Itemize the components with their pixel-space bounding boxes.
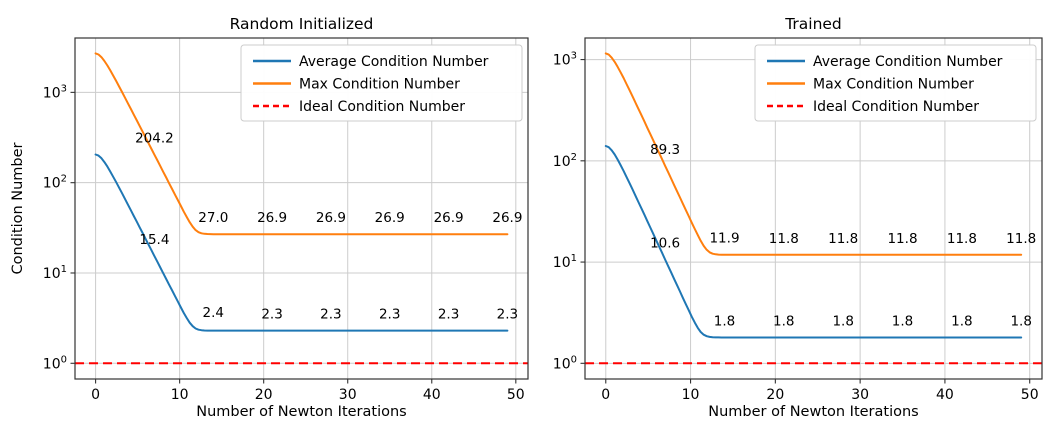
annotations: 204.2 27.0 26.9 26.9 26.9 26.9 26.9 15.4 2.4 2.3 2… xyxy=(135,131,522,323)
annotation-label: 2.3 xyxy=(261,307,282,323)
series-line-average-condition-number xyxy=(94,153,509,332)
annotation-label: 204.2 xyxy=(135,131,174,147)
annotation-label: 26.9 xyxy=(375,210,405,226)
legend-label: Ideal Condition Number xyxy=(813,99,979,115)
x-tick-label: 50 xyxy=(507,387,525,403)
legend: Average Condition Number Max Condition Nu… xyxy=(754,44,1037,122)
annotation-label: 11.8 xyxy=(828,231,858,247)
annotation-label: 1.8 xyxy=(892,314,913,330)
annotation-label: 2.3 xyxy=(438,307,459,323)
plot-title: Random Initialized xyxy=(230,15,374,33)
annotation-label: 2.3 xyxy=(320,307,341,323)
annotation-label: 15.4 xyxy=(139,232,169,248)
annotation-label: 11.8 xyxy=(1006,231,1036,247)
annotation-label: 26.9 xyxy=(316,210,346,226)
annotation-label: 26.9 xyxy=(257,210,287,226)
x-tick-label: 0 xyxy=(601,387,610,403)
legend-label: Ideal Condition Number xyxy=(299,99,465,115)
y-axis-label: Condition Number xyxy=(10,142,26,274)
annotation-label: 27.0 xyxy=(198,210,228,226)
annotation-label: 2.4 xyxy=(203,305,224,321)
annotation-label: 1.8 xyxy=(1010,314,1031,330)
annotation-label: 89.3 xyxy=(650,142,680,158)
x-tick-label: 20 xyxy=(255,387,273,403)
legend-label: Max Condition Number xyxy=(299,77,460,93)
legend-label: Max Condition Number xyxy=(813,77,974,93)
subplot-random-initialized: 204.2 27.0 26.9 26.9 26.9 26.9 26.9 15.4 2.4 2.3 2… xyxy=(10,15,529,420)
annotation-label: 1.8 xyxy=(714,314,735,330)
annotation-label: 1.8 xyxy=(773,314,794,330)
annotation-label: 11.8 xyxy=(887,231,917,247)
axes-spines xyxy=(584,37,1043,380)
annotation-label: 2.3 xyxy=(497,307,518,323)
series-line-max-condition-number xyxy=(604,52,1023,256)
legend-label: Average Condition Number xyxy=(299,54,489,70)
x-tick-label: 10 xyxy=(682,387,700,403)
annotation-label: 11.8 xyxy=(769,231,799,247)
x-tick-label: 40 xyxy=(423,387,441,403)
series-line-max-condition-number xyxy=(94,52,509,236)
annotation-label: 11.8 xyxy=(947,231,977,247)
x-tick-label: 30 xyxy=(851,387,869,403)
subplot-trained: 89.3 11.9 11.8 11.8 11.8 11.8 11.8 10.6 1.8 1.8 1.… xyxy=(553,15,1043,420)
legend-box xyxy=(240,44,523,122)
x-tick-label: 50 xyxy=(1021,387,1039,403)
x-axis-label: Number of Newton Iterations xyxy=(196,404,406,420)
annotations: 89.3 11.9 11.8 11.8 11.8 11.8 11.8 10.6 1.8 1.8 1.… xyxy=(650,142,1036,330)
x-axis-label: Number of Newton Iterations xyxy=(708,404,918,420)
x-tick-label: 30 xyxy=(339,387,357,403)
x-tick-label: 0 xyxy=(91,387,100,403)
annotation-label: 1.8 xyxy=(951,314,972,330)
annotation-label: 26.9 xyxy=(434,210,464,226)
legend-box xyxy=(754,44,1037,122)
annotation-label: 2.3 xyxy=(379,307,400,323)
legend-label: Average Condition Number xyxy=(813,54,1003,70)
x-tick-label: 10 xyxy=(171,387,189,403)
annotation-label: 1.8 xyxy=(832,314,853,330)
annotation-label: 10.6 xyxy=(650,236,680,252)
annotation-label: 26.9 xyxy=(492,210,522,226)
annotation-label: 11.9 xyxy=(709,230,739,246)
plot-title: Trained xyxy=(784,15,842,33)
legend: Average Condition Number Max Condition Nu… xyxy=(240,44,523,122)
x-tick-label: 20 xyxy=(766,387,784,403)
axes-spines xyxy=(74,37,529,380)
x-tick-label: 40 xyxy=(936,387,954,403)
series-line-average-condition-number xyxy=(604,145,1023,339)
